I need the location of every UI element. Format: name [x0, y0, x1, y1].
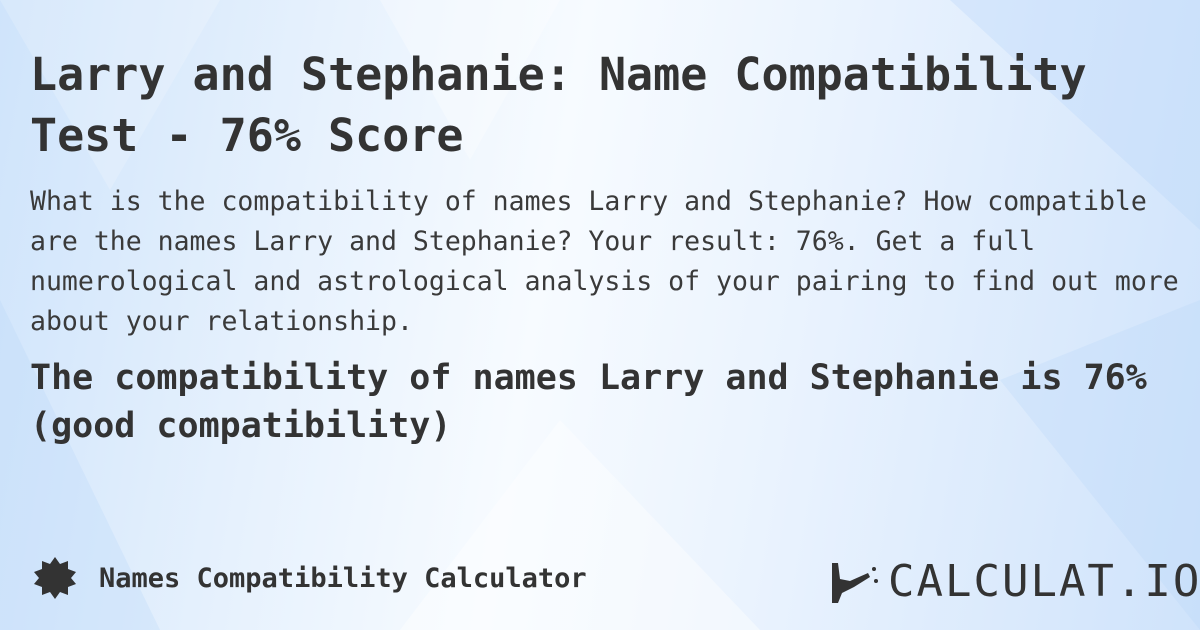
description: What is the compatibility of names Larry… — [30, 186, 1179, 337]
calculator-label: Names Compatibility Calculator — [33, 556, 587, 600]
hand-wand-icon — [832, 562, 878, 603]
calculat-io-logo: CALCULAT.IO — [828, 556, 1200, 607]
badge-icon — [34, 557, 76, 599]
logo-text: CALCULAT.IO — [888, 556, 1200, 607]
result-text: The compatibility of names Larry and Ste… — [30, 358, 1147, 446]
page-title: Larry and Stephanie: Name Compatibility … — [30, 48, 1087, 162]
calculator-name: Names Compatibility Calculator — [99, 562, 587, 594]
